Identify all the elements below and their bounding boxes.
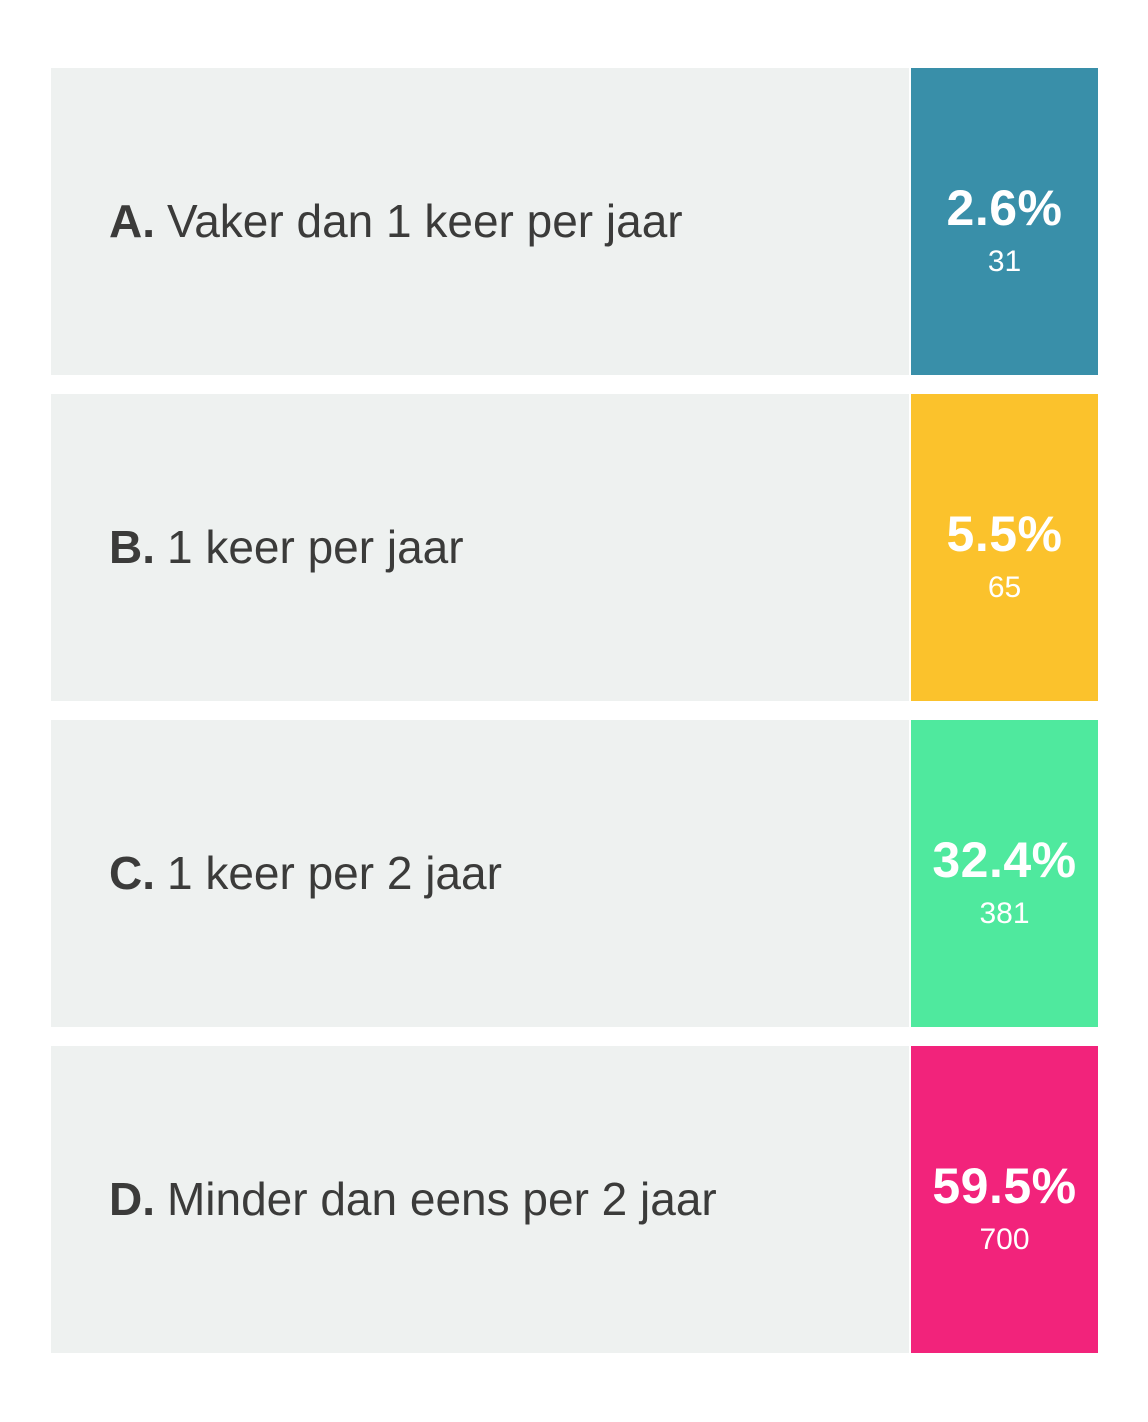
option-label: B. 1 keer per jaar	[109, 520, 464, 575]
option-label-area: B. 1 keer per jaar	[51, 394, 909, 701]
poll-option-row-a: A. Vaker dan 1 keer per jaar 2.6% 31	[51, 68, 1098, 375]
percent-value: 59.5%	[932, 1157, 1077, 1214]
option-letter: C.	[109, 846, 155, 899]
respondent-count: 31	[987, 244, 1022, 278]
value-badge: 59.5% 700	[911, 1046, 1098, 1353]
poll-option-row-b: B. 1 keer per jaar 5.5% 65	[51, 394, 1098, 701]
option-label-text: Minder dan eens per 2 jaar	[166, 1172, 717, 1225]
option-label-area: D. Minder dan eens per 2 jaar	[51, 1046, 909, 1353]
percent-value: 32.4%	[932, 831, 1077, 888]
option-label-text: 1 keer per 2 jaar	[166, 846, 502, 899]
option-label: C. 1 keer per 2 jaar	[109, 846, 502, 901]
percent-value: 5.5%	[946, 505, 1063, 562]
option-letter: D.	[109, 1172, 155, 1225]
option-label: A. Vaker dan 1 keer per jaar	[109, 194, 683, 249]
respondent-count: 65	[987, 570, 1022, 604]
option-label: D. Minder dan eens per 2 jaar	[109, 1172, 717, 1227]
value-badge: 5.5% 65	[911, 394, 1098, 701]
option-label-area: A. Vaker dan 1 keer per jaar	[51, 68, 909, 375]
poll-option-row-c: C. 1 keer per 2 jaar 32.4% 381	[51, 720, 1098, 1027]
value-badge: 32.4% 381	[911, 720, 1098, 1027]
option-letter: B.	[109, 520, 155, 573]
percent-value: 2.6%	[946, 179, 1063, 236]
value-badge: 2.6% 31	[911, 68, 1098, 375]
option-letter: A.	[109, 194, 155, 247]
respondent-count: 381	[979, 896, 1030, 930]
option-label-text: Vaker dan 1 keer per jaar	[166, 194, 683, 247]
poll-option-row-d: D. Minder dan eens per 2 jaar 59.5% 700	[51, 1046, 1098, 1353]
option-label-area: C. 1 keer per 2 jaar	[51, 720, 909, 1027]
respondent-count: 700	[979, 1222, 1030, 1256]
option-label-text: 1 keer per jaar	[166, 520, 464, 573]
